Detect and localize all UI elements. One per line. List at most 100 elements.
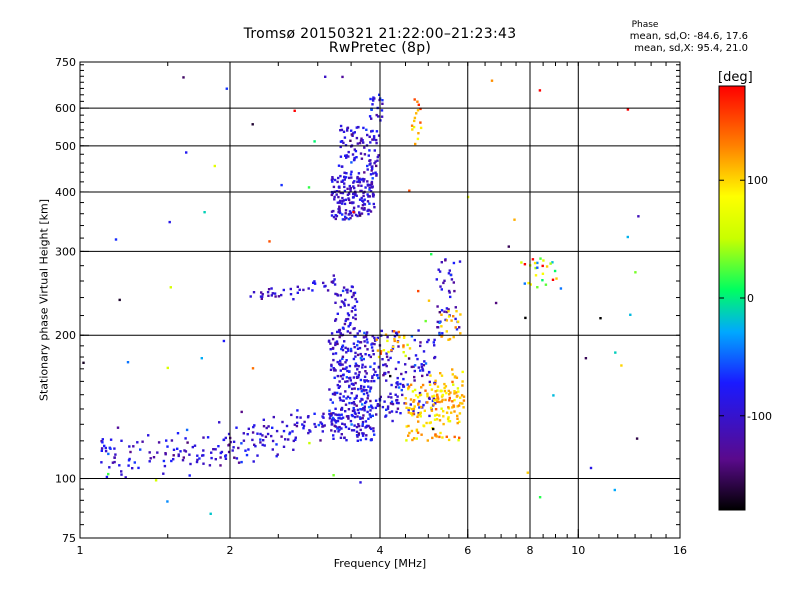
echo-point	[340, 347, 343, 351]
echo-point	[339, 129, 342, 132]
echo-point	[364, 335, 368, 338]
echo-point	[172, 448, 176, 451]
echo-point	[341, 345, 344, 349]
echo-point	[101, 438, 104, 441]
echo-point	[396, 340, 399, 344]
echo-point	[362, 191, 365, 194]
echo-point	[251, 431, 255, 434]
echo-point	[396, 407, 400, 410]
echo-point	[414, 354, 418, 357]
echo-point	[351, 306, 354, 309]
echo-point	[458, 420, 461, 423]
echo-point	[323, 424, 326, 427]
echo-point	[455, 391, 458, 394]
echo-point	[338, 396, 342, 399]
echo-point	[362, 336, 366, 339]
echo-point	[445, 411, 449, 414]
echo-point	[334, 352, 338, 355]
echo-point	[343, 136, 347, 139]
echo-point	[453, 410, 456, 413]
echo-point	[410, 407, 414, 411]
echo-point	[335, 340, 339, 343]
echo-point	[410, 429, 414, 433]
echo-point	[438, 419, 442, 422]
echo-point	[196, 458, 199, 462]
echo-point	[292, 298, 295, 301]
echo-point	[294, 438, 297, 441]
echo-point	[410, 365, 413, 369]
echo-point	[346, 193, 350, 196]
echo-point	[373, 206, 376, 209]
echo-point	[361, 423, 364, 426]
echo-point	[339, 332, 342, 335]
echo-point	[288, 432, 291, 436]
echo-point	[404, 397, 407, 400]
echo-point	[334, 341, 337, 344]
echo-point	[447, 310, 450, 313]
echo-point	[459, 313, 462, 316]
echo-point	[392, 345, 395, 349]
echo-point	[363, 171, 366, 174]
echo-point	[420, 386, 423, 389]
echo-point	[148, 451, 151, 454]
echo-point	[453, 398, 456, 402]
echo-point	[195, 460, 199, 464]
echo-point	[454, 317, 457, 321]
echo-point	[350, 129, 353, 132]
echo-point	[539, 257, 542, 260]
echo-point	[333, 419, 336, 422]
echo-point	[442, 422, 445, 426]
echo-point	[410, 335, 414, 338]
echo-point	[397, 345, 400, 348]
echo-point	[338, 330, 341, 334]
echo-point	[133, 461, 136, 464]
echo-point	[361, 420, 365, 424]
echo-point	[443, 389, 447, 393]
echo-point	[181, 459, 185, 462]
echo-point	[340, 180, 343, 183]
echo-point	[357, 423, 360, 426]
echo-point	[441, 436, 444, 439]
echo-point	[359, 408, 362, 411]
echo-point	[262, 439, 265, 442]
echo-point	[295, 424, 299, 428]
echo-point	[100, 447, 104, 450]
echo-point	[354, 372, 357, 375]
echo-point	[149, 457, 152, 460]
echo-point	[370, 343, 373, 346]
echo-point	[237, 461, 241, 464]
echo-point	[397, 386, 401, 389]
echo-point	[369, 409, 372, 412]
echo-point	[352, 181, 355, 184]
echo-point	[327, 340, 331, 343]
echo-point	[397, 330, 400, 334]
echo-point	[432, 397, 435, 400]
echo-point	[330, 363, 333, 367]
echo-point	[332, 412, 335, 415]
echo-point	[461, 370, 464, 374]
echo-point	[436, 389, 439, 392]
echo-point	[360, 390, 363, 393]
echo-point	[385, 355, 389, 358]
echo-point	[147, 434, 150, 437]
echo-point	[113, 456, 116, 459]
echo-point	[344, 209, 348, 212]
echo-point	[347, 197, 350, 200]
echo-point	[322, 412, 325, 415]
echo-point	[444, 398, 447, 402]
echo-point	[400, 388, 403, 392]
echo-point	[116, 426, 120, 429]
echo-point	[331, 180, 334, 183]
echo-point	[363, 203, 367, 206]
echo-point	[447, 338, 450, 341]
echo-point	[169, 286, 172, 289]
echo-point	[177, 454, 180, 458]
echo-point	[457, 439, 460, 442]
echo-point	[386, 335, 389, 339]
echo-point	[379, 350, 383, 353]
echo-point	[349, 331, 352, 335]
echo-point	[419, 126, 423, 130]
echo-point	[432, 341, 435, 344]
echo-point	[359, 481, 362, 484]
echo-point	[413, 375, 416, 379]
